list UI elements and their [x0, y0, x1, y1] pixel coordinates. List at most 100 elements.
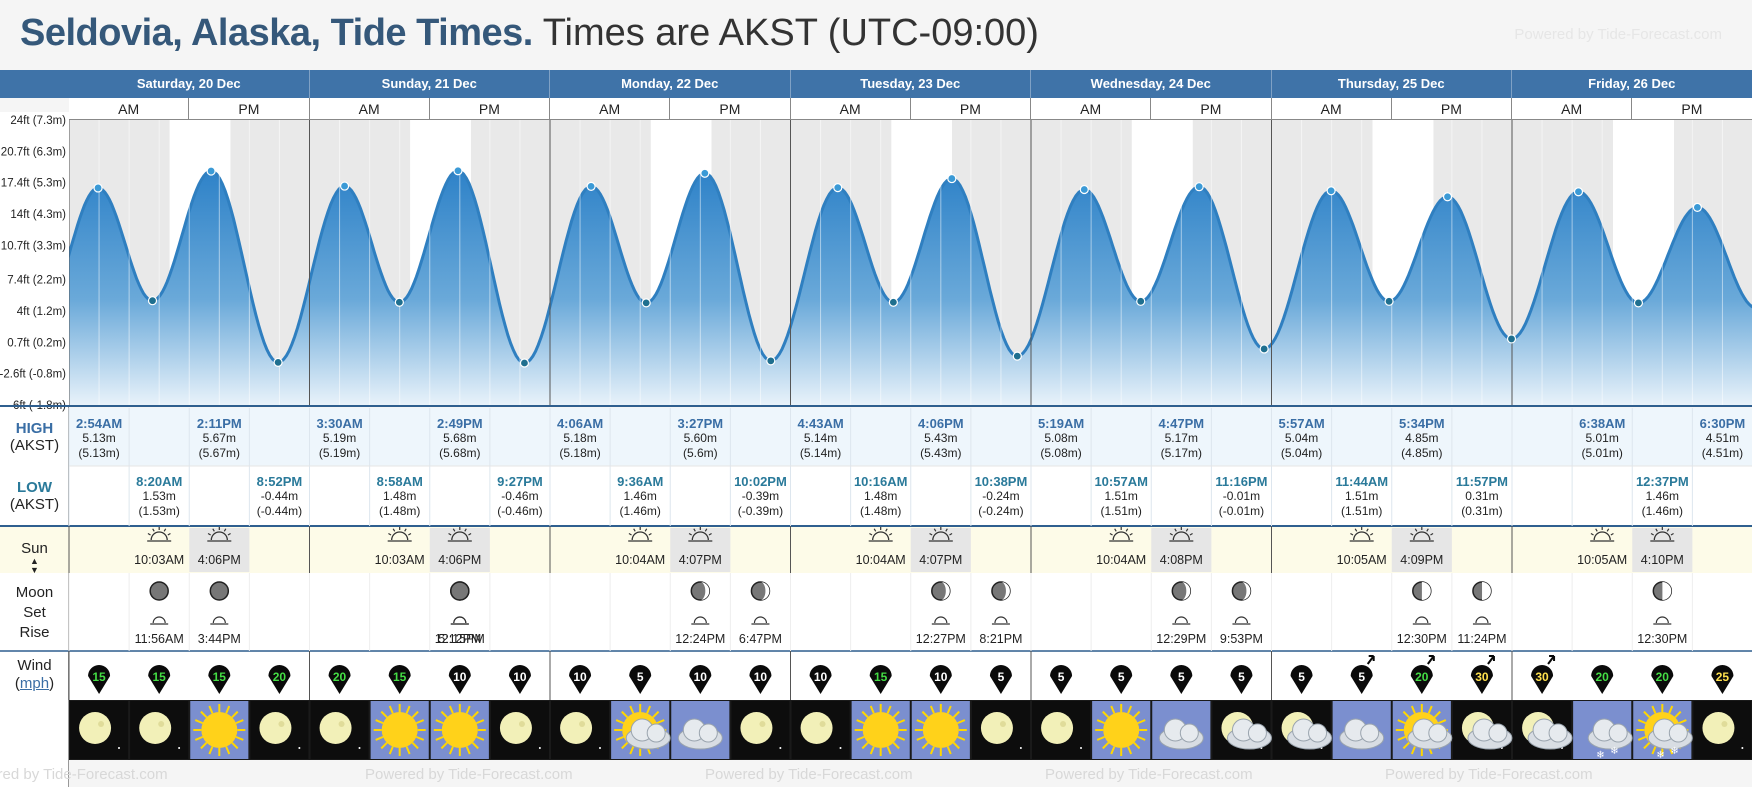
wind-speed: 10 — [754, 670, 768, 684]
y-axis-panel — [0, 110, 69, 405]
moon-event-time: 11:24PM — [1457, 632, 1507, 646]
high-tide-point — [700, 168, 710, 178]
moon-event-time: 6:47PM — [738, 632, 782, 646]
wind-arrow-icon: 5 — [1290, 665, 1313, 694]
wind-speed: 5 — [1118, 670, 1125, 684]
weather-moon-clear-icon — [250, 701, 309, 759]
wind-row-label: Wind (mph) — [0, 657, 69, 693]
wind-speed: 15 — [393, 670, 407, 684]
weather-moon-cloud-icon — [1513, 701, 1573, 759]
y-axis-label: 10.7ft (3.3m) — [1, 240, 66, 252]
sunset-cell-bg — [1632, 528, 1693, 572]
high-tide-cell: 6:38AM 5.01m (5.01m) — [1579, 416, 1626, 460]
svg-text:❄: ❄ — [1596, 750, 1604, 761]
moon-phase-icon — [209, 581, 230, 601]
sunrise-icon — [628, 527, 653, 542]
wind-arrow-icon: 10 — [809, 665, 832, 694]
moon-phase-icon — [149, 581, 169, 601]
low-row-label: LOW (AKST) — [0, 479, 69, 513]
sunset-time: 4:09PM — [1400, 553, 1444, 567]
sunrise-time: 10:04AM — [855, 553, 906, 567]
moon-phase-icon — [931, 581, 951, 601]
wind-speed: 20 — [1596, 670, 1610, 684]
sunset-icon — [688, 527, 713, 542]
sunset-cell-bg — [429, 528, 490, 572]
low-tide-cell: 10:38PM -0.24m (-0.24m) — [974, 474, 1028, 518]
moon-set-label: Set — [23, 604, 46, 621]
moon-phase-icon — [1231, 581, 1252, 601]
moon-event-time: 12:27PM — [915, 632, 966, 646]
moon-event-time: 12:30PM — [1396, 632, 1447, 646]
low-tide-point — [1384, 296, 1394, 306]
high-tide-cell: 2:11PM 5.67m (5.67m) — [196, 416, 242, 460]
low-tide-cell: 11:44AM 1.51m (1.51m) — [1335, 474, 1389, 518]
wind-unit-link[interactable]: mph — [19, 675, 50, 692]
ampm-label: PM — [910, 98, 1031, 120]
weather-sunny-icon — [190, 701, 249, 759]
sunset-time: 4:06PM — [438, 553, 482, 567]
moon-phase-icon — [991, 581, 1011, 601]
high-tide-cell: 5:57AM 5.04m (5.04m) — [1278, 416, 1325, 460]
weather-moon-clear-icon — [130, 701, 189, 759]
svg-text:❄: ❄ — [1610, 746, 1618, 757]
moonset-icon — [1412, 616, 1431, 625]
wind-arrow-icon: 5 — [1050, 665, 1073, 694]
day-header: Wednesday, 24 Dec — [1031, 70, 1272, 98]
sunrise-icon — [387, 527, 412, 542]
y-axis-label: 24ft (7.3m) — [10, 115, 66, 127]
y-axis-label: 17.4ft (5.3m) — [1, 178, 66, 190]
wind-speed: 30 — [1475, 670, 1489, 684]
weather-moon-cloud-icon — [1212, 701, 1272, 759]
weather-sunny-icon — [911, 701, 970, 759]
low-tide-point — [147, 296, 158, 306]
day-header: Saturday, 20 Dec — [69, 70, 310, 98]
high-tide-cell: 3:27PM 5.60m (5.6m) — [677, 416, 724, 460]
high-tide-cell: 4:43AM 5.14m (5.14m) — [797, 416, 844, 460]
moon-event-time: 12:29PM — [1156, 632, 1207, 646]
moon-event-time: 12:24PM — [675, 632, 726, 646]
timezone-subtitle: Times are AKST (UTC-09:00) — [542, 12, 1039, 54]
wind-arrow-icon: 10 — [749, 665, 772, 694]
sunrise-icon — [868, 527, 893, 542]
wind-arrow-icon: 10 — [508, 665, 531, 694]
y-axis-label: 7.4ft (2.2m) — [7, 275, 66, 287]
wind-arrow-icon: 20 — [328, 665, 351, 694]
powered-by-bottom-1: Powered by Tide-Forecast.com — [0, 766, 168, 783]
weather-moon-cloud-icon — [1452, 701, 1513, 759]
high-tide-point — [586, 181, 596, 191]
low-tide-cell: 9:27PM -0.46m (-0.46m) — [497, 474, 543, 518]
wind-speed: 15 — [92, 670, 106, 684]
weather-sunny-icon — [1092, 701, 1151, 759]
high-tide-point — [93, 183, 103, 193]
high-tide-cell: 2:49PM 5.68m (5.68m) — [437, 416, 483, 460]
weather-moon-clear-icon — [731, 701, 790, 759]
moon-phase-icon — [450, 581, 470, 601]
high-tide-point — [339, 181, 350, 191]
low-tide-cell: 10:16AM 1.48m (1.48m) — [853, 474, 908, 518]
y-axis-label: 14ft (4.3m) — [10, 209, 66, 221]
wind-speed: 10 — [513, 670, 527, 684]
low-tide-cell: 10:02PM -0.39m (-0.39m) — [734, 474, 787, 518]
wind-speed: 15 — [213, 670, 227, 684]
weather-snow-sun-cloud-icon: ❄ ❄ — [1633, 701, 1693, 761]
weather-sun-cloud-icon — [611, 701, 671, 759]
ampm-label: AM — [69, 98, 190, 120]
weather-moon-clear-icon — [791, 701, 850, 759]
wind-arrow-icon: 20 — [1591, 665, 1614, 694]
low-label: LOW — [17, 479, 52, 496]
moon-phase-icon — [1472, 581, 1492, 601]
moon-row-label: Moon Set Rise — [0, 583, 69, 643]
moonset-icon — [150, 616, 169, 625]
day-header: Sunday, 21 Dec — [309, 70, 550, 98]
wind-speed: 10 — [453, 670, 467, 684]
sunrise-icon — [1109, 527, 1134, 542]
moon-event-time: 9:53PM — [1219, 632, 1263, 646]
powered-by-bottom-5: Powered by Tide-Forecast.com — [1385, 766, 1593, 783]
ampm-label: AM — [309, 98, 430, 120]
moon-phase-icon — [690, 581, 711, 601]
high-tide-point — [1692, 202, 1702, 212]
sunset-cell-bg — [910, 528, 971, 572]
low-tide-cell: 12:37PM 1.46m (1.46m) — [1635, 474, 1689, 518]
high-tide-point — [1573, 187, 1584, 197]
low-tide-point — [641, 298, 651, 308]
